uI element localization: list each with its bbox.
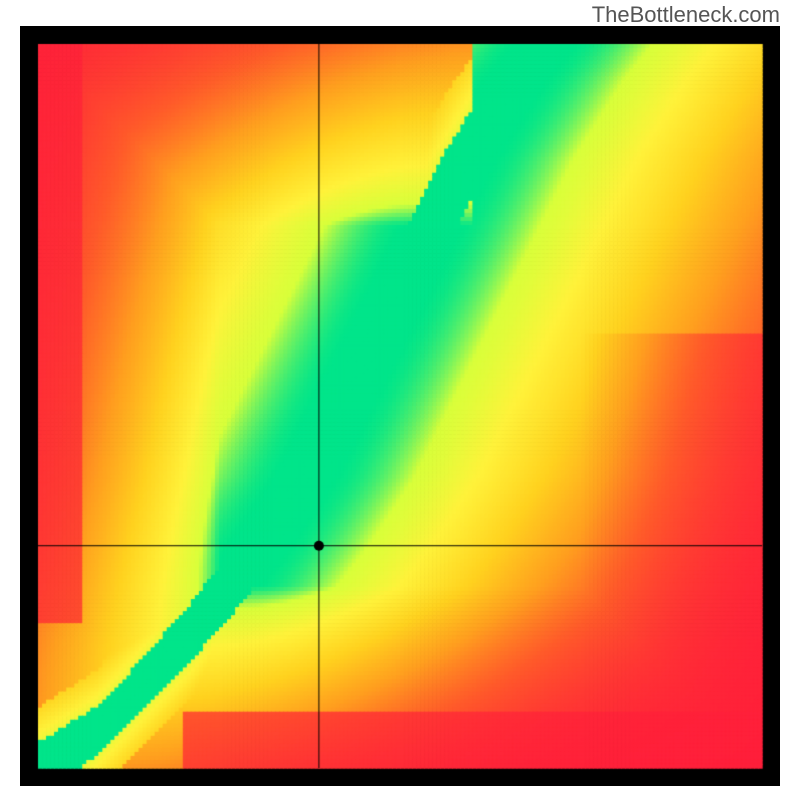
- plot-frame: [20, 26, 780, 786]
- heatmap-canvas: [20, 26, 780, 786]
- watermark-text: TheBottleneck.com: [592, 2, 780, 28]
- chart-container: TheBottleneck.com: [0, 0, 800, 800]
